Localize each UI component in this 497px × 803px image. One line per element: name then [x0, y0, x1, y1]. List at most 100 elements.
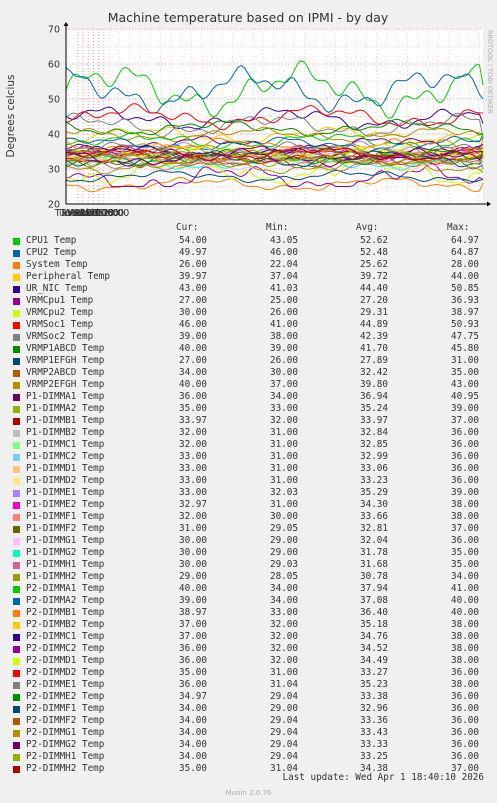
legend-min-value: 29.03: [270, 559, 298, 570]
legend-avg-value: 30.78: [360, 571, 388, 582]
legend-cur-value: 34.00: [179, 739, 207, 750]
legend-swatch: [13, 754, 20, 761]
legend-row: CPU1 Temp 54.00 43.05 52.62 64.97: [0, 235, 497, 247]
legend-max-value: 47.75: [451, 331, 479, 342]
legend-min-value: 30.00: [270, 367, 298, 378]
legend-label: P1-DIMMA1 Temp: [26, 391, 105, 402]
legend-label: P1-DIMMC1 Temp: [26, 439, 105, 450]
legend-label: P2-DIMMB1 Temp: [26, 607, 105, 618]
legend-swatch: [13, 250, 20, 257]
legend-swatch: [13, 658, 20, 665]
legend-min-value: 37.00: [270, 379, 298, 390]
legend-max-value: 36.00: [451, 727, 479, 738]
legend-max-value: 36.00: [451, 751, 479, 762]
legend-row: P1-DIMMD2 Temp 33.00 31.00 33.23 36.00: [0, 475, 497, 487]
legend-swatch: [13, 646, 20, 653]
legend-cur-value: 34.00: [179, 751, 207, 762]
legend-row: P2-DIMMA2 Temp 39.00 34.00 37.08 40.00: [0, 595, 497, 607]
legend-swatch: [13, 346, 20, 353]
legend-cur-value: 54.00: [179, 235, 207, 246]
legend-min-value: 31.00: [270, 475, 298, 486]
legend-max-value: 36.00: [451, 475, 479, 486]
legend-label: P2-DIMMB2 Temp: [26, 619, 105, 630]
legend-cur-value: 43.00: [179, 283, 207, 294]
rrdtool-credit: RRDTOOL / TOBI OETIKER: [486, 30, 494, 114]
legend-max-value: 36.00: [451, 691, 479, 702]
legend-avg-value: 27.89: [360, 355, 388, 366]
legend-row: P1-DIMMG1 Temp 30.00 29.00 32.04 36.00: [0, 535, 497, 547]
legend-max-value: 38.00: [451, 679, 479, 690]
legend-avg-value: 33.25: [360, 751, 388, 762]
legend-swatch: [13, 466, 20, 473]
series-line: [65, 147, 484, 168]
y-tick-label: 70: [48, 25, 60, 36]
legend-swatch: [13, 490, 20, 497]
legend-min-value: 31.00: [270, 667, 298, 678]
legend-label: P1-DIMMG1 Temp: [26, 535, 105, 546]
legend-label: P2-DIMMF2 Temp: [26, 715, 105, 726]
col-max-header: Max:: [447, 222, 470, 233]
legend-row: P2-DIMMG2 Temp 34.00 29.04 33.33 36.00: [0, 739, 497, 751]
legend-max-value: 31.00: [451, 355, 479, 366]
legend-avg-value: 33.06: [360, 463, 388, 474]
legend-label: System Temp: [26, 259, 88, 270]
legend-min-value: 39.00: [270, 343, 298, 354]
legend-label: P1-DIMMF1 Temp: [26, 511, 105, 522]
legend-cur-value: 27.00: [179, 295, 207, 306]
legend-cur-value: 34.97: [179, 691, 207, 702]
legend-swatch: [13, 394, 20, 401]
legend-max-value: 39.00: [451, 403, 479, 414]
legend-label: P2-DIMMA1 Temp: [26, 583, 105, 594]
legend-max-value: 43.00: [451, 379, 479, 390]
legend-max-value: 37.00: [451, 523, 479, 534]
series-line: [65, 103, 484, 131]
legend-avg-value: 39.72: [360, 271, 388, 282]
legend-label: P2-DIMMD2 Temp: [26, 667, 105, 678]
legend-label: VRMP2EFGH Temp: [26, 379, 105, 390]
x-tick-label: Wed 06:00: [68, 208, 119, 219]
legend-min-value: 34.00: [270, 583, 298, 594]
legend-cur-value: 40.00: [179, 343, 207, 354]
legend-min-value: 26.00: [270, 355, 298, 366]
legend-avg-value: 33.38: [360, 691, 388, 702]
legend-label: P1-DIMMB2 Temp: [26, 427, 105, 438]
legend-cur-value: 37.00: [179, 619, 207, 630]
legend-swatch: [13, 718, 20, 725]
legend-cur-value: 36.00: [179, 679, 207, 690]
legend-min-value: 33.00: [270, 607, 298, 618]
legend-cur-value: 39.97: [179, 271, 207, 282]
legend-row: P2-DIMMF1 Temp 34.00 29.00 32.96 36.00: [0, 703, 497, 715]
legend-row: P2-DIMMB2 Temp 37.00 32.00 35.18 38.00: [0, 619, 497, 631]
legend-min-value: 34.00: [270, 595, 298, 606]
legend-label: P1-DIMMH1 Temp: [26, 559, 105, 570]
legend-label: P2-DIMMC1 Temp: [26, 631, 105, 642]
series-line: [65, 60, 484, 119]
legend-cur-value: 39.00: [179, 331, 207, 342]
y-tick-label: 60: [48, 60, 60, 71]
legend-min-value: 29.00: [270, 535, 298, 546]
legend-cur-value: 35.00: [179, 763, 207, 774]
legend-avg-value: 32.04: [360, 535, 388, 546]
legend-max-value: 50.93: [451, 319, 479, 330]
legend-swatch: [13, 730, 20, 737]
legend-row: P1-DIMMH2 Temp 29.00 28.05 30.78 34.00: [0, 571, 497, 583]
legend-max-value: 38.00: [451, 511, 479, 522]
legend-row: VRMP2EFGH Temp 40.00 37.00 39.80 43.00: [0, 379, 497, 391]
legend-min-value: 46.00: [270, 247, 298, 258]
legend-label: P2-DIMMH1 Temp: [26, 751, 105, 762]
legend-row: VRMSoc2 Temp 39.00 38.00 42.39 47.75: [0, 331, 497, 343]
legend-cur-value: 40.00: [179, 583, 207, 594]
legend-min-value: 26.00: [270, 307, 298, 318]
legend-cur-value: 30.00: [179, 535, 207, 546]
x-tick-label: Wed 00:00: [63, 208, 114, 219]
legend-max-value: 38.00: [451, 655, 479, 666]
legend-swatch: [13, 598, 20, 605]
legend-avg-value: 39.80: [360, 379, 388, 390]
legend-avg-value: 33.23: [360, 475, 388, 486]
legend-min-value: 32.00: [270, 631, 298, 642]
legend-cur-value: 34.00: [179, 367, 207, 378]
legend-label: P1-DIMMD1 Temp: [26, 463, 105, 474]
legend-label: VRMCpu1 Temp: [26, 295, 94, 306]
legend-max-value: 38.00: [451, 631, 479, 642]
legend-swatch: [13, 334, 20, 341]
